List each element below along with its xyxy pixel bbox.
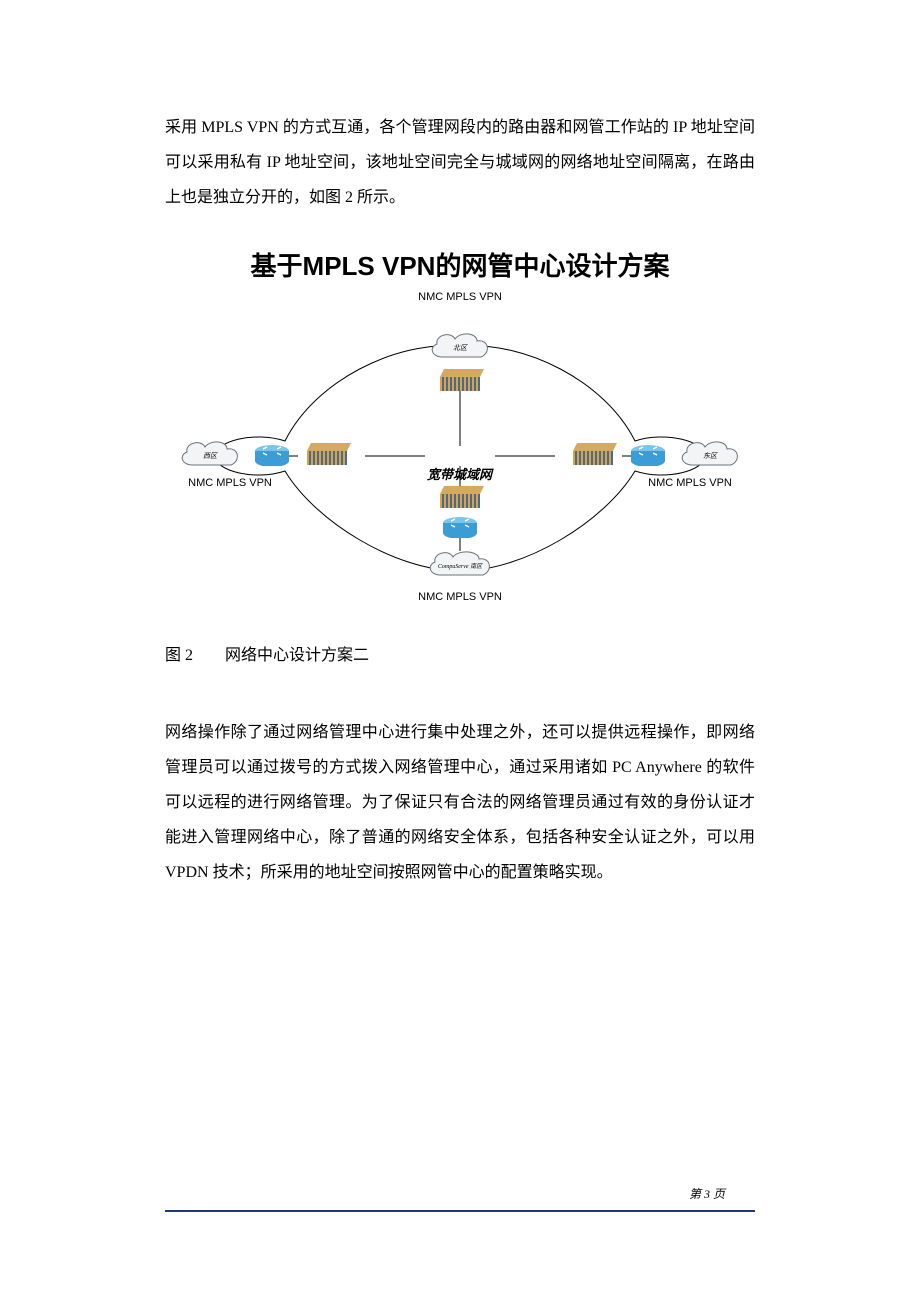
cloud-left: 西区 <box>175 437 245 473</box>
switch-top <box>436 369 484 391</box>
footer-line <box>165 1210 755 1212</box>
node-label-top: 北区 <box>453 344 468 352</box>
vpn-label-left: NMC MPLS VPN <box>165 477 295 489</box>
node-label-left: 西区 <box>203 452 218 460</box>
vpn-label-top: NMC MPLS VPN <box>165 291 755 303</box>
cloud-top: 北区 <box>425 329 495 365</box>
cloud-right: 东区 <box>675 437 745 473</box>
figure-title: 基于MPLS VPN的网管中心设计方案 <box>165 246 755 283</box>
router-left-outer <box>253 444 291 466</box>
switch-left <box>303 443 351 465</box>
router-bottom <box>441 516 479 538</box>
cloud-bottom: CompuServe 南区 <box>423 547 497 583</box>
node-label-right: 东区 <box>703 452 718 460</box>
page-number: 第 3 页 <box>165 1185 755 1202</box>
body-paragraph: 网络操作除了通过网络管理中心进行集中处理之外，还可以提供远程操作，即网络管理员可… <box>165 715 755 891</box>
vpn-label-right: NMC MPLS VPN <box>625 477 755 489</box>
switch-right <box>569 443 617 465</box>
page-footer: 第 3 页 <box>165 1185 755 1212</box>
node-label-bottom: CompuServe 南区 <box>438 562 483 570</box>
vpn-label-bottom: NMC MPLS VPN <box>165 591 755 603</box>
figure-caption: 图 2 网络中心设计方案二 <box>165 641 755 665</box>
intro-paragraph: 采用 MPLS VPN 的方式互通，各个管理网段内的路由器和网管工作站的 IP … <box>165 110 755 216</box>
switch-bottom <box>436 486 484 508</box>
router-right-outer <box>629 444 667 466</box>
network-diagram: NMC MPLS VPN 北区 西区 <box>165 291 755 621</box>
center-label: 宽带城域网 <box>427 464 492 483</box>
